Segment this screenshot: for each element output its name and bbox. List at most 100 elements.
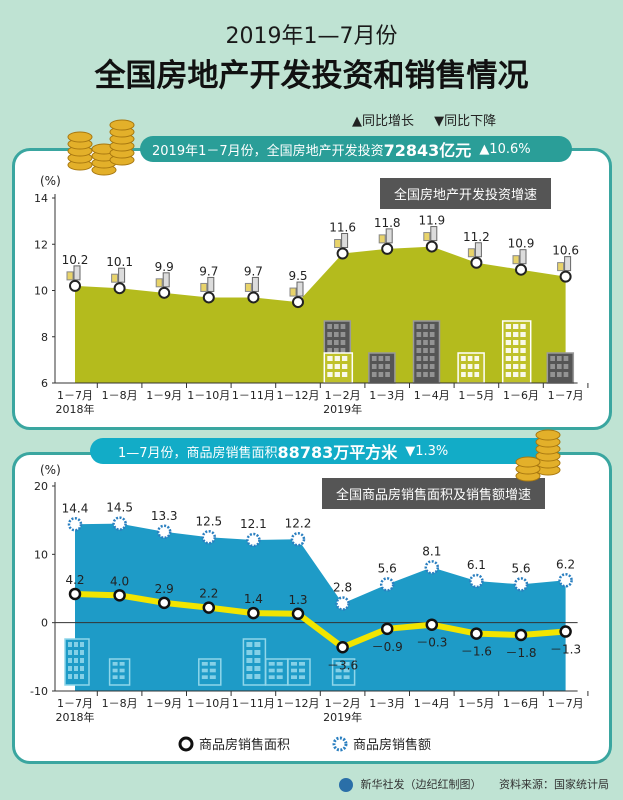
- building-icon-window: [334, 364, 340, 369]
- building-icon-window: [268, 668, 275, 673]
- chart2-x-label: 1－10月: [187, 697, 230, 710]
- coin-stack-icon: [91, 143, 117, 176]
- legend-top: ▲同比增长 ▼同比下降: [352, 110, 512, 129]
- bar-up-icon-block: [430, 226, 438, 242]
- building-icon-window: [378, 356, 384, 361]
- chart2-area-label: 1.3: [288, 593, 307, 607]
- building-icon-window: [505, 356, 512, 361]
- chart2-amount-label: 14.5: [106, 501, 133, 515]
- building-icon-window: [461, 364, 466, 369]
- bar-up-icon-block: [467, 248, 475, 258]
- legend-area-label: 商品房销售面积: [199, 737, 290, 753]
- bar-up-icon-block: [385, 228, 393, 244]
- chart2-amount-label: 8.1: [422, 544, 441, 558]
- chart1-x-label: 1－9月: [146, 389, 182, 402]
- bar-up-icon: [557, 256, 572, 272]
- chart2-amount-point: [201, 530, 217, 545]
- bar-up-icon-block: [111, 273, 119, 283]
- chart2-area-point: [336, 641, 349, 654]
- chart2-amount-label: 12.5: [195, 514, 222, 528]
- building-icon: [501, 320, 532, 384]
- footer: 新华社发（边纪红制图） 资料来源：国家统计局: [339, 776, 609, 792]
- building-icon-window: [291, 668, 297, 673]
- coin-stack-icon: [515, 456, 541, 482]
- chart1-data-label: 11.8: [374, 216, 401, 230]
- chart1-y-tick-label: 14: [34, 192, 48, 205]
- legend-down: ▼同比下降: [434, 114, 497, 129]
- bar-up-icon-block: [341, 233, 349, 248]
- bar-up-icon: [200, 276, 215, 292]
- chart1-area: [75, 246, 566, 383]
- chart1-point: [69, 279, 81, 292]
- bar-up-icon-block: [66, 271, 74, 281]
- building-icon-window: [327, 324, 332, 329]
- chart1-data-label: 11.9: [418, 214, 445, 228]
- building-icon-window: [68, 658, 72, 663]
- chart2-amount-label: 12.2: [285, 516, 312, 530]
- building-icon-window: [378, 364, 384, 369]
- building-icon-window: [505, 340, 512, 345]
- building-icon-window: [371, 364, 377, 369]
- chart2-x-label: 1－9月: [146, 697, 182, 710]
- sales-tag: 全国商品房销售面积及销售额增速: [322, 478, 546, 509]
- building-icon-window: [474, 372, 480, 377]
- coin-stack-icon-coin: [535, 429, 561, 441]
- building-icon-window: [513, 372, 519, 377]
- building-icon-window: [416, 340, 422, 345]
- building-icon-window: [467, 356, 473, 361]
- chart1-data-label: 11.2: [463, 230, 490, 244]
- bar-up-icon-block: [155, 278, 163, 288]
- bar-up-icon: [512, 249, 527, 265]
- building-icon-window: [291, 675, 297, 679]
- building-icon-window: [68, 674, 72, 679]
- investment-banner-prefix: 2019年1－7月份，全国房地产开发投资: [152, 143, 384, 159]
- chart2-area-point: [425, 618, 439, 631]
- chart2-area-label: 4.2: [65, 573, 84, 587]
- building-icon-window: [423, 364, 428, 369]
- chart2-amount-point: [156, 524, 172, 540]
- chart1-point: [515, 263, 527, 276]
- chart1-data-label: 9.7: [244, 264, 263, 278]
- chart1-unit-label: (%): [40, 174, 61, 188]
- chart1-point: [247, 291, 260, 304]
- building-icon-window: [550, 356, 555, 361]
- building-icon-window: [333, 332, 339, 337]
- building-icon-window: [513, 332, 519, 337]
- bar-up-icon-block: [557, 262, 565, 272]
- chart2-x-label: 1－7月: [548, 697, 584, 710]
- building-icon-window: [423, 340, 428, 345]
- building-icon-window: [429, 356, 435, 361]
- building-icon-window: [80, 674, 84, 679]
- building-icon-window: [416, 332, 422, 337]
- building-icon-window: [505, 364, 512, 369]
- building-icon-window: [119, 662, 125, 666]
- building-icon-window: [276, 675, 283, 679]
- bar-up-icon: [378, 228, 393, 244]
- building-icon-window: [520, 364, 526, 369]
- chart1-x-label: 1－12月: [277, 389, 320, 402]
- building-icon-window: [334, 356, 340, 361]
- chart2-x-label: 1－12月: [277, 697, 320, 710]
- chart1-data-label: 10.6: [552, 244, 579, 258]
- building-icon-window: [467, 372, 473, 377]
- chart1-year-label: 2019年: [323, 402, 362, 416]
- chart1-point: [292, 296, 304, 309]
- chart2-amount-point: [290, 532, 306, 547]
- chart2-amount-area: [75, 523, 566, 691]
- bar-up-icon-block: [251, 276, 259, 292]
- building-icon-window: [327, 364, 333, 369]
- chart1-y-tick-label: 10: [34, 285, 48, 298]
- chart2-amount-point: [379, 577, 395, 592]
- legend-amount-label: 商品房销售额: [353, 737, 431, 753]
- chart1-point: [336, 247, 349, 260]
- building-icon-window: [520, 356, 526, 361]
- bar-up-icon-block: [244, 282, 252, 292]
- building-icon-window: [520, 324, 526, 329]
- building-icon-window: [429, 340, 435, 345]
- building-icon-window: [246, 666, 253, 671]
- chart1-x-label: 1－7月: [548, 389, 584, 402]
- building-icon-window: [299, 668, 305, 673]
- building-icon-window: [505, 324, 512, 329]
- coin-stack-icon: [109, 119, 135, 166]
